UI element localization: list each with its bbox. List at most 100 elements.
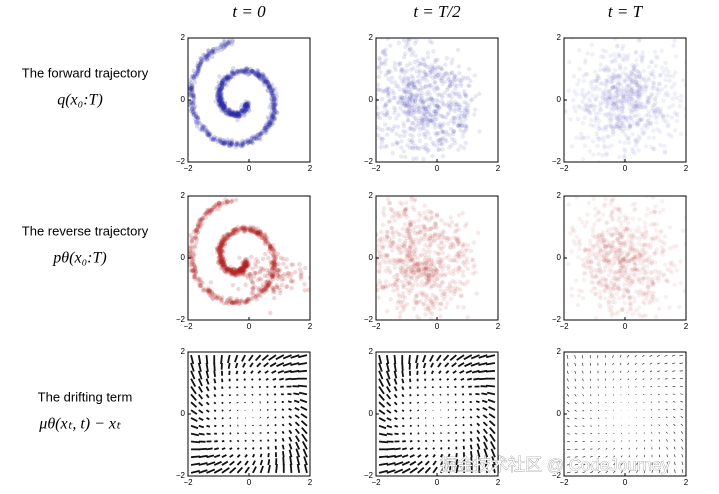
sample-point — [463, 94, 469, 99]
sample-point — [626, 75, 632, 80]
sample-point — [412, 298, 417, 303]
sample-point — [633, 268, 638, 273]
sample-point — [258, 277, 264, 282]
sample-point — [604, 151, 610, 156]
sample-point — [245, 263, 250, 269]
sample-point — [396, 212, 401, 217]
sample-point — [595, 94, 600, 99]
sample-point — [266, 82, 272, 87]
sample-point — [265, 283, 270, 288]
sample-point — [621, 123, 627, 128]
sample-point — [433, 74, 438, 79]
sample-point — [590, 79, 595, 84]
sample-point — [225, 266, 230, 272]
sample-point — [265, 273, 270, 279]
drift-arrow — [274, 408, 277, 411]
sample-point — [438, 301, 444, 306]
sample-point — [600, 95, 606, 101]
sample-point — [265, 88, 271, 93]
sample-point — [636, 85, 641, 91]
sample-point — [272, 257, 277, 262]
sample-point — [427, 92, 432, 97]
sample-point — [390, 150, 395, 156]
sample-point — [221, 141, 227, 147]
drift-arrow — [197, 354, 202, 365]
sample-point — [271, 274, 276, 279]
sample-point — [229, 267, 234, 272]
sample-point — [633, 262, 638, 268]
sample-point — [376, 215, 378, 220]
sample-point — [633, 101, 639, 106]
sample-point — [264, 283, 269, 288]
sample-point — [420, 272, 425, 278]
sample-point — [257, 75, 262, 81]
sample-point — [443, 305, 449, 310]
sample-point — [622, 259, 628, 264]
sample-point — [446, 103, 451, 108]
sample-point — [621, 256, 627, 262]
sample-point — [429, 70, 435, 75]
sample-point — [236, 267, 242, 273]
sample-point — [272, 261, 277, 266]
sample-point — [616, 259, 622, 265]
sample-point — [446, 222, 451, 227]
sample-point — [432, 80, 437, 85]
sample-point — [384, 253, 389, 259]
sample-point — [253, 134, 258, 139]
sample-point — [606, 260, 611, 266]
sample-point — [429, 299, 434, 305]
sample-point — [243, 226, 248, 231]
drift-arrow — [271, 370, 277, 374]
sample-point — [255, 259, 261, 265]
sample-point — [241, 228, 247, 234]
sample-point — [225, 109, 231, 115]
sample-point — [657, 238, 662, 243]
sample-point — [270, 115, 276, 120]
sample-point — [594, 78, 599, 83]
sample-point — [254, 136, 260, 142]
sample-point — [436, 104, 441, 109]
sample-point — [242, 262, 247, 268]
sample-point — [629, 90, 634, 96]
sample-point — [431, 268, 437, 274]
sample-point — [215, 295, 220, 300]
sample-point — [404, 103, 409, 109]
sample-point — [618, 243, 623, 248]
sample-point — [264, 238, 269, 243]
sample-point — [216, 250, 222, 256]
sample-point — [619, 128, 625, 134]
sample-point — [198, 58, 204, 64]
sample-point — [449, 60, 454, 66]
sample-point — [219, 248, 225, 254]
sample-point — [257, 232, 262, 238]
sample-point — [189, 268, 194, 274]
sample-point — [410, 239, 415, 245]
sample-point — [631, 103, 636, 108]
sample-point — [468, 78, 473, 84]
drift-arrow — [378, 386, 385, 395]
sample-point — [671, 73, 676, 79]
sample-point — [613, 253, 618, 259]
sample-point — [411, 79, 416, 85]
sample-point — [396, 215, 402, 220]
sample-point — [268, 263, 274, 268]
sample-point — [405, 225, 411, 231]
sample-point — [190, 261, 196, 267]
sample-point — [386, 68, 391, 73]
sample-point — [610, 84, 616, 89]
sample-point — [650, 196, 656, 200]
sample-point — [633, 82, 639, 87]
sample-point — [271, 111, 276, 116]
sample-point — [445, 301, 450, 306]
sample-point — [644, 83, 650, 89]
sample-point — [388, 43, 393, 48]
sample-point — [594, 115, 600, 121]
sample-point — [226, 110, 231, 115]
sample-point — [229, 300, 235, 306]
sample-point — [430, 63, 435, 68]
sample-point — [622, 155, 627, 160]
sample-point — [637, 293, 642, 298]
sample-point — [221, 107, 227, 113]
sample-point — [230, 110, 236, 115]
sample-point — [464, 256, 470, 261]
